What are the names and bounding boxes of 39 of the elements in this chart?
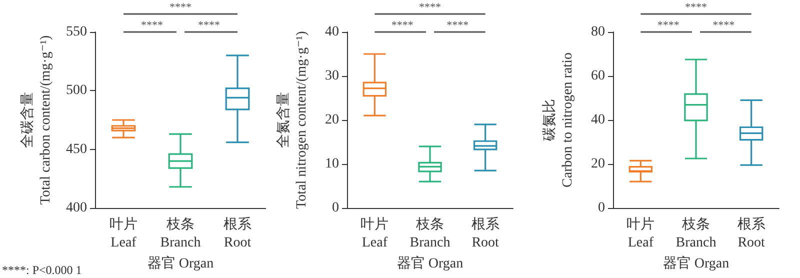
text: **** xyxy=(712,20,735,32)
text: **** xyxy=(685,2,707,14)
x-tick-label: 叶片 Leaf xyxy=(110,216,138,250)
y-tick-label: 550 xyxy=(66,24,87,40)
x-tick-label: 枝条 Branch xyxy=(410,216,450,250)
y-tick-label: 40 xyxy=(591,112,605,128)
y-tick-label: 20 xyxy=(325,112,339,128)
y-axis-title: 全氮含量 Total nitrogen content/(mg·g⁻¹) xyxy=(276,30,310,209)
text: **** xyxy=(657,20,680,32)
y-axis-title: 全碳含量 Total carbon content/(mg·g⁻¹) xyxy=(20,35,54,205)
text: **** xyxy=(141,20,163,32)
text: **** xyxy=(446,20,469,32)
text: **** xyxy=(170,2,192,14)
y-tick-label: 60 xyxy=(591,68,605,84)
text: ****: P<0.000 1 xyxy=(2,263,82,277)
text: **** xyxy=(391,20,414,32)
y-tick-label: 450 xyxy=(66,142,87,157)
y-tick-label: 400 xyxy=(66,200,87,216)
text: **** xyxy=(419,2,441,14)
y-axis-title: 碳氮比 Carbon to nitrogen ratio xyxy=(542,52,576,188)
y-tick-label: 0 xyxy=(332,200,339,216)
x-tick-label: 枝条 Branch xyxy=(676,216,716,250)
y-tick-label: 40 xyxy=(325,24,339,40)
y-tick-label: 10 xyxy=(325,156,339,172)
x-axis-title: 器官 Organ xyxy=(396,255,464,272)
y-tick-label: 500 xyxy=(66,83,87,98)
x-tick-label: 根系 Root xyxy=(737,216,766,250)
y-tick-label: 30 xyxy=(325,68,339,84)
text: **** xyxy=(198,20,220,32)
x-axis-title: 器官 Organ xyxy=(147,255,214,272)
x-tick-label: 叶片 Leaf xyxy=(360,216,389,250)
x-tick-label: 根系 Root xyxy=(224,216,252,250)
x-tick-label: 根系 Root xyxy=(471,216,500,250)
y-tick-label: 80 xyxy=(591,24,605,40)
y-tick-label: 20 xyxy=(591,156,605,172)
x-axis-title: 器官 Organ xyxy=(662,255,730,272)
x-tick-label: 叶片 Leaf xyxy=(626,216,655,250)
y-tick-label: 0 xyxy=(598,200,605,216)
x-tick-label: 枝条 Branch xyxy=(160,216,201,250)
